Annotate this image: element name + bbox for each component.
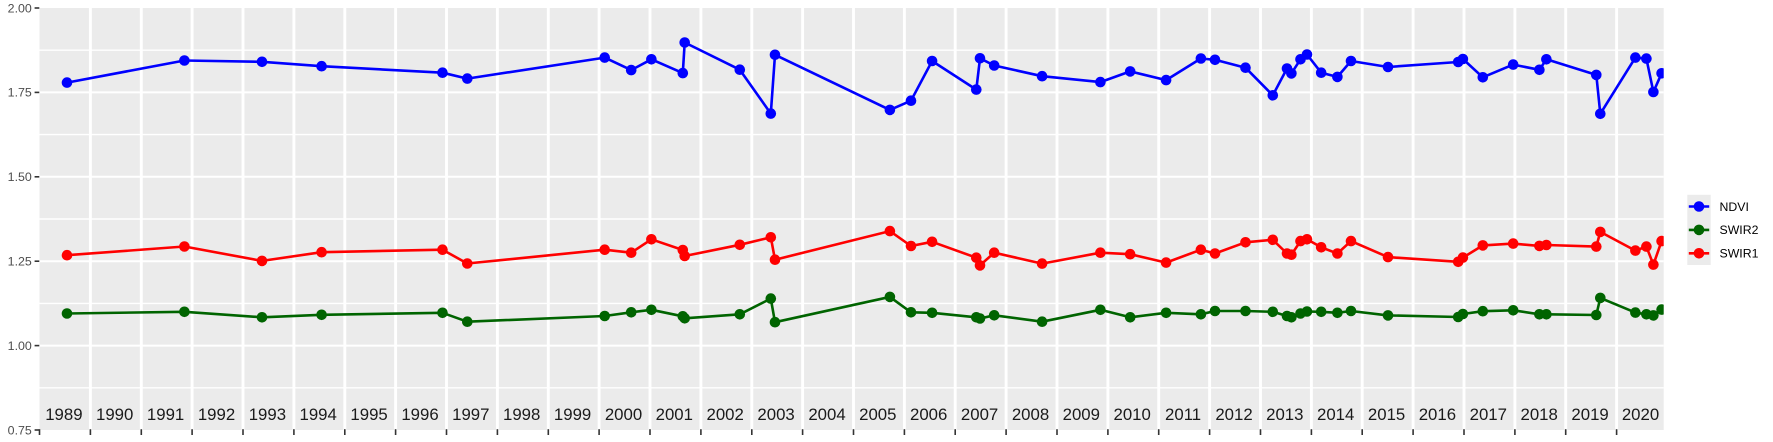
svg-text:2011: 2011 [1165,405,1201,424]
svg-text:1.50: 1.50 [8,170,32,184]
svg-text:2003: 2003 [757,405,794,424]
svg-text:1.25: 1.25 [8,255,32,269]
svg-text:1998: 1998 [503,405,540,424]
svg-text:2015: 2015 [1368,405,1405,424]
svg-text:SWIR1: SWIR1 [1720,247,1759,261]
svg-text:SWIR2: SWIR2 [1720,223,1759,237]
svg-text:1991: 1991 [147,405,184,424]
svg-text:1.75: 1.75 [8,86,32,100]
svg-text:1996: 1996 [401,405,438,424]
svg-text:1997: 1997 [452,405,489,424]
svg-text:2010: 2010 [1114,405,1151,424]
svg-text:NDVI: NDVI [1720,200,1749,214]
svg-text:2014: 2014 [1317,405,1354,424]
svg-text:2002: 2002 [707,405,744,424]
svg-text:1994: 1994 [300,405,337,424]
svg-text:1.00: 1.00 [8,339,32,353]
svg-text:2012: 2012 [1215,405,1252,424]
svg-text:1989: 1989 [45,405,82,424]
svg-text:2000: 2000 [605,405,642,424]
svg-text:2007: 2007 [961,405,998,424]
svg-text:2013: 2013 [1266,405,1303,424]
svg-text:2017: 2017 [1470,405,1507,424]
svg-text:2006: 2006 [910,405,947,424]
svg-text:2018: 2018 [1521,405,1558,424]
svg-text:0.75: 0.75 [8,423,32,437]
svg-text:2009: 2009 [1063,405,1100,424]
svg-text:2001: 2001 [656,405,693,424]
svg-text:1990: 1990 [96,405,133,424]
svg-text:2004: 2004 [808,405,845,424]
svg-text:2016: 2016 [1419,405,1456,424]
svg-text:2020: 2020 [1622,405,1659,424]
svg-text:2008: 2008 [1012,405,1049,424]
svg-text:1993: 1993 [249,405,286,424]
svg-text:1992: 1992 [198,405,235,424]
svg-text:1995: 1995 [350,405,387,424]
svg-text:2019: 2019 [1571,405,1608,424]
svg-text:2005: 2005 [859,405,896,424]
svg-text:2.00: 2.00 [8,1,32,15]
svg-text:1999: 1999 [554,405,591,424]
